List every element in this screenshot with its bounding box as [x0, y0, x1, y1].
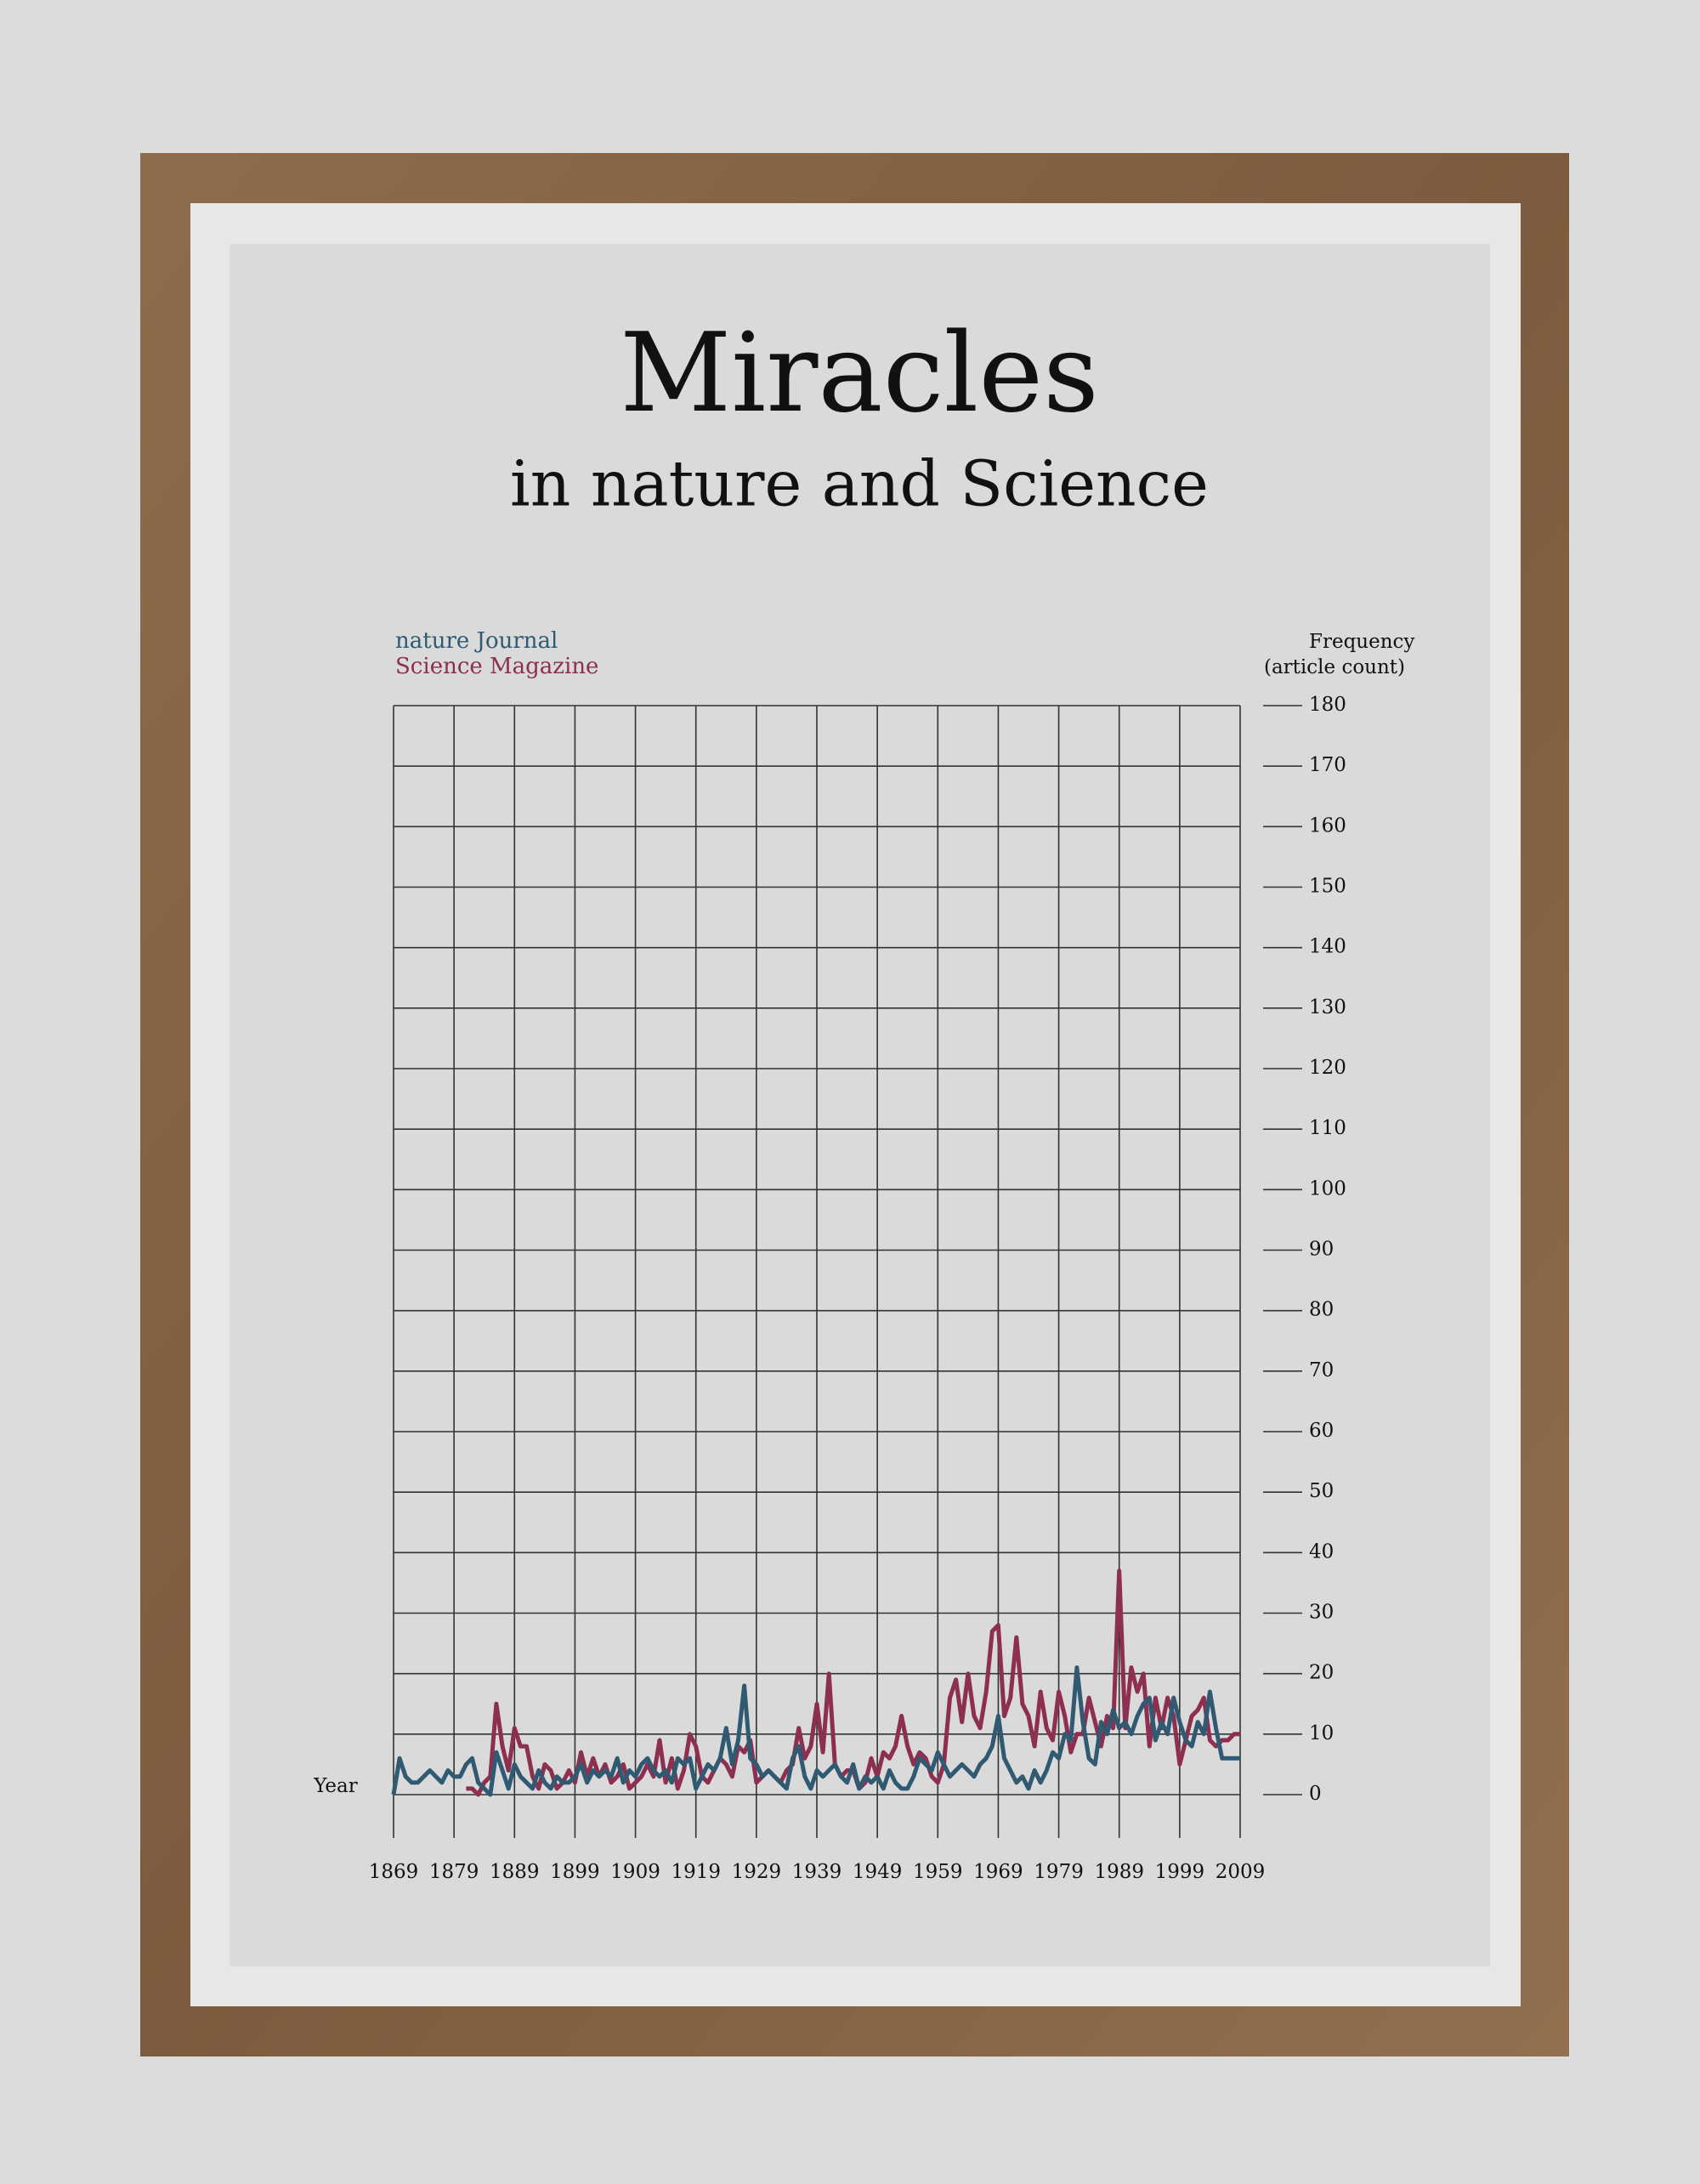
y-tick-label: 120 [1309, 1057, 1346, 1079]
x-tick-label: 1889 [490, 1861, 540, 1883]
x-tick-label: 1939 [792, 1861, 842, 1883]
x-tick-label: 1909 [610, 1861, 660, 1883]
x-tick-label: 1869 [369, 1861, 419, 1883]
y-tick-label: 90 [1309, 1239, 1334, 1261]
y-axis-label: (article count) [1264, 656, 1405, 678]
x-tick-label: 1999 [1155, 1861, 1205, 1883]
x-tick-label: 1899 [550, 1861, 600, 1883]
y-tick-label: 30 [1309, 1602, 1334, 1624]
paper [230, 244, 1490, 1966]
y-tick-label: 110 [1309, 1117, 1346, 1139]
x-tick-label: 1969 [973, 1861, 1023, 1883]
y-tick-label: 20 [1309, 1662, 1334, 1684]
title: Miracles [620, 310, 1099, 437]
x-tick-label: 1949 [853, 1861, 903, 1883]
legend-entry: Science Magazine [395, 654, 598, 679]
y-tick-label: 80 [1309, 1299, 1334, 1321]
y-tick-label: 70 [1309, 1359, 1334, 1381]
y-tick-label: 130 [1309, 996, 1346, 1018]
y-tick-label: 150 [1309, 876, 1346, 898]
legend-entry: nature Journal [395, 628, 558, 654]
subtitle: in nature and Science [510, 447, 1209, 520]
y-tick-label: 60 [1309, 1420, 1334, 1442]
x-tick-label: 1989 [1094, 1861, 1144, 1883]
x-tick-label: 2009 [1216, 1861, 1266, 1883]
y-tick-label: 180 [1309, 694, 1346, 716]
x-tick-label: 1929 [732, 1861, 782, 1883]
x-tick-label: 1959 [913, 1861, 963, 1883]
y-tick-label: 10 [1309, 1722, 1334, 1744]
x-tick-label: 1879 [429, 1861, 479, 1883]
x-tick-label: 1919 [671, 1861, 721, 1883]
series-line [391, 1665, 1240, 1797]
x-tick-label: 1979 [1034, 1861, 1084, 1883]
y-tick-label: 0 [1309, 1783, 1322, 1805]
y-tick-label: 50 [1309, 1480, 1334, 1502]
x-axis-label: Year [313, 1775, 358, 1797]
y-tick-label: 100 [1309, 1177, 1346, 1200]
y-tick-label: 140 [1309, 936, 1346, 958]
y-tick-label: 170 [1309, 754, 1346, 776]
y-tick-label: 40 [1309, 1540, 1334, 1563]
y-tick-label: 160 [1309, 814, 1346, 837]
y-axis-label: Frequency [1309, 631, 1414, 653]
